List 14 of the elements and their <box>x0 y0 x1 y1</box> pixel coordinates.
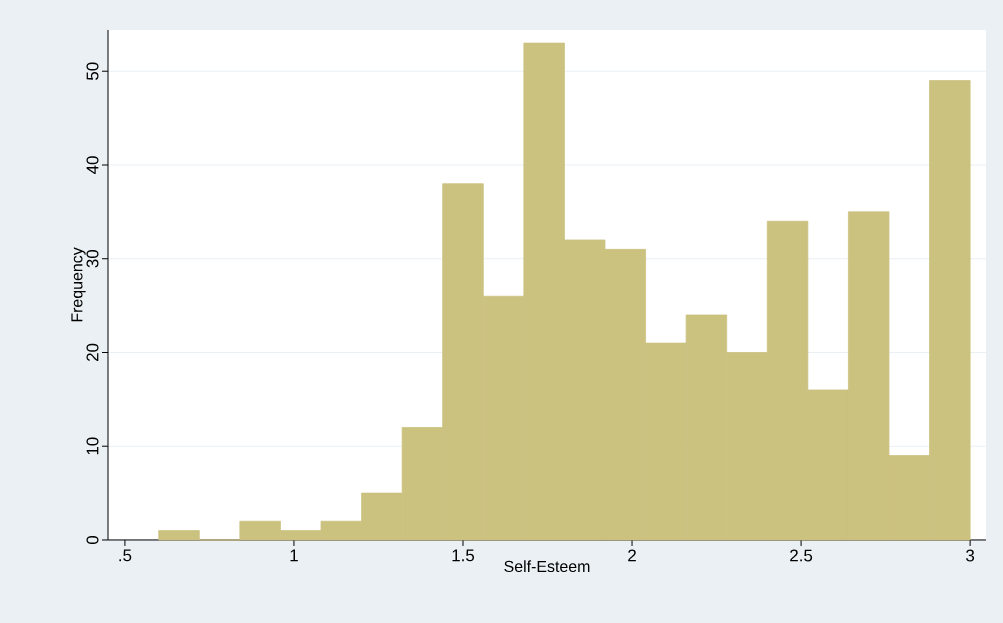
y-tick-label: 50 <box>86 62 99 80</box>
y-axis-title: Frequency <box>71 247 86 322</box>
x-tick-label: .5 <box>119 549 132 562</box>
x-tick-label: 2.5 <box>790 549 813 562</box>
x-tick-label: 3 <box>966 549 975 562</box>
x-axis-title: Self-Esteem <box>504 560 590 573</box>
x-tick-label: 2 <box>628 549 636 562</box>
x-tick-label: 1 <box>290 549 298 562</box>
y-tick-label: 30 <box>86 249 99 268</box>
y-tick-label: 40 <box>86 156 99 175</box>
y-tick-label: 0 <box>86 535 99 545</box>
y-tick-label: 20 <box>86 343 99 362</box>
y-tick-label: 10 <box>86 437 99 455</box>
x-tick-label: 1.5 <box>452 549 475 562</box>
